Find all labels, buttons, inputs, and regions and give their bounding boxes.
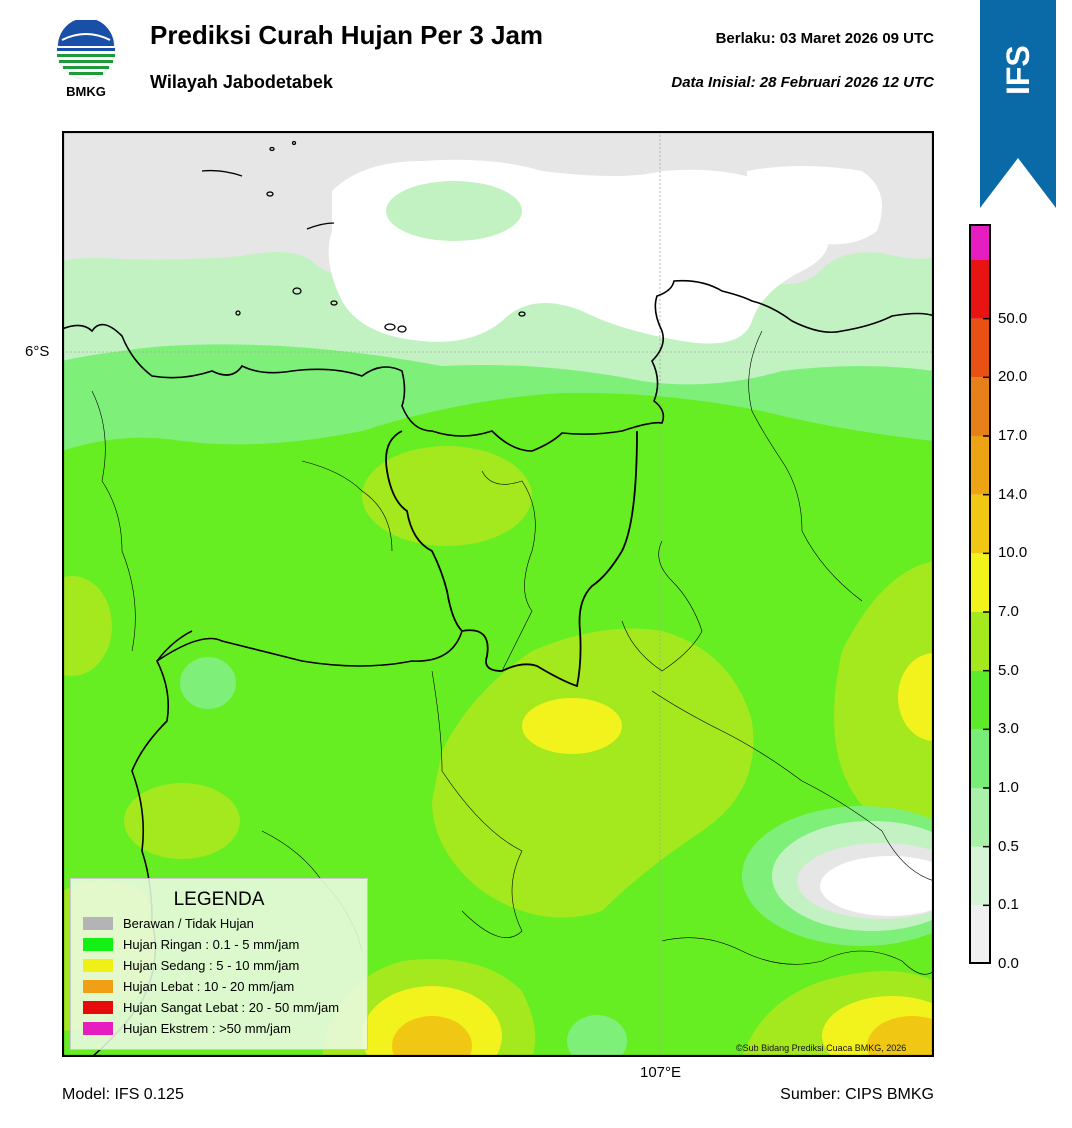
colorbar-segment bbox=[969, 494, 991, 554]
ribbon-label: IFS bbox=[1000, 45, 1036, 95]
colorbar-segment bbox=[969, 846, 991, 906]
legend-label: Berawan / Tidak Hujan bbox=[123, 915, 254, 931]
logo-text: BMKG bbox=[66, 84, 106, 99]
colorbar-tick-label: 20.0 bbox=[998, 368, 1028, 386]
colorbar-tick-label: 0.5 bbox=[998, 837, 1019, 855]
legend-item: Berawan / Tidak Hujan bbox=[83, 915, 254, 931]
longitude-label: 107°E bbox=[640, 1064, 682, 1081]
colorbar-tick-label: 10.0 bbox=[998, 544, 1028, 562]
legend-label: Hujan Ringan : 0.1 - 5 mm/jam bbox=[123, 936, 300, 952]
legend-swatch bbox=[83, 1021, 113, 1035]
source-label: Sumber: CIPS BMKG bbox=[780, 1086, 934, 1103]
colorbar-tick-label: 1.0 bbox=[998, 779, 1019, 796]
latitude-label: 6°S bbox=[25, 343, 50, 360]
colorbar-segment bbox=[969, 612, 991, 671]
page-title: Prediksi Curah Hujan Per 3 Jam bbox=[150, 20, 544, 50]
legend-item: Hujan Sedang : 5 - 10 mm/jam bbox=[83, 957, 299, 973]
legend-item: Hujan Sangat Lebat : 20 - 50 mm/jam bbox=[83, 999, 339, 1015]
region-subtitle: Wilayah Jabodetabek bbox=[150, 72, 333, 92]
colorbar-segment bbox=[969, 260, 991, 319]
colorbar-segment bbox=[969, 553, 991, 612]
colorbar-segment bbox=[969, 729, 991, 788]
colorbar-segment bbox=[969, 377, 991, 436]
legend-label: Hujan Lebat : 10 - 20 mm/jam bbox=[123, 978, 295, 994]
ifs-ribbon bbox=[980, 0, 1056, 208]
colorbar-tick-label: 0.0 bbox=[998, 955, 1019, 972]
legend-item: Hujan Ringan : 0.1 - 5 mm/jam bbox=[83, 936, 299, 952]
colorbar-tick-label: 3.0 bbox=[998, 720, 1019, 738]
colorbar-segment bbox=[969, 670, 991, 730]
legend-item: Hujan Lebat : 10 - 20 mm/jam bbox=[83, 978, 294, 994]
legend-swatch bbox=[83, 979, 113, 993]
legend-swatch bbox=[83, 1000, 113, 1014]
colorbar-tick-label: 14.0 bbox=[998, 485, 1028, 503]
bmkg-logo bbox=[56, 20, 116, 80]
legend-title: LEGENDA bbox=[173, 889, 265, 910]
model-label: Model: IFS 0.125 bbox=[62, 1086, 184, 1103]
legend-label: Hujan Sedang : 5 - 10 mm/jam bbox=[123, 957, 300, 973]
colorbar-segment bbox=[969, 905, 991, 964]
colorbar-tick-label: 50.0 bbox=[998, 309, 1028, 327]
legend-item: Hujan Ekstrem : >50 mm/jam bbox=[83, 1020, 291, 1036]
legend-box: LEGENDA Berawan / Tidak Hujan Hujan Ringa… bbox=[70, 878, 368, 1050]
legend-label: Hujan Ekstrem : >50 mm/jam bbox=[123, 1020, 291, 1036]
init-time: Data Inisial: 28 Februari 2026 12 UTC bbox=[671, 74, 934, 91]
map-copyright: ©Sub Bidang Prediksi Cuaca BMKG, 2026 bbox=[736, 1043, 907, 1053]
legend-swatch bbox=[83, 958, 113, 972]
legend-swatch bbox=[83, 937, 113, 951]
colorbar-tick-label: 17.0 bbox=[998, 427, 1028, 444]
colorbar-segment bbox=[969, 318, 991, 378]
colorbar-tick-label: 5.0 bbox=[998, 661, 1019, 679]
colorbar-segment bbox=[969, 788, 991, 847]
legend-swatch bbox=[83, 916, 113, 930]
valid-time: Berlaku: 03 Maret 2026 09 UTC bbox=[715, 30, 934, 47]
legend-label: Hujan Sangat Lebat : 20 - 50 mm/jam bbox=[123, 999, 340, 1015]
colorbar-segment bbox=[969, 224, 991, 260]
colorbar-tick-label: 7.0 bbox=[998, 603, 1019, 620]
colorbar bbox=[969, 224, 991, 964]
colorbar-tick-label: 0.1 bbox=[998, 896, 1019, 914]
colorbar-segment bbox=[969, 436, 991, 495]
